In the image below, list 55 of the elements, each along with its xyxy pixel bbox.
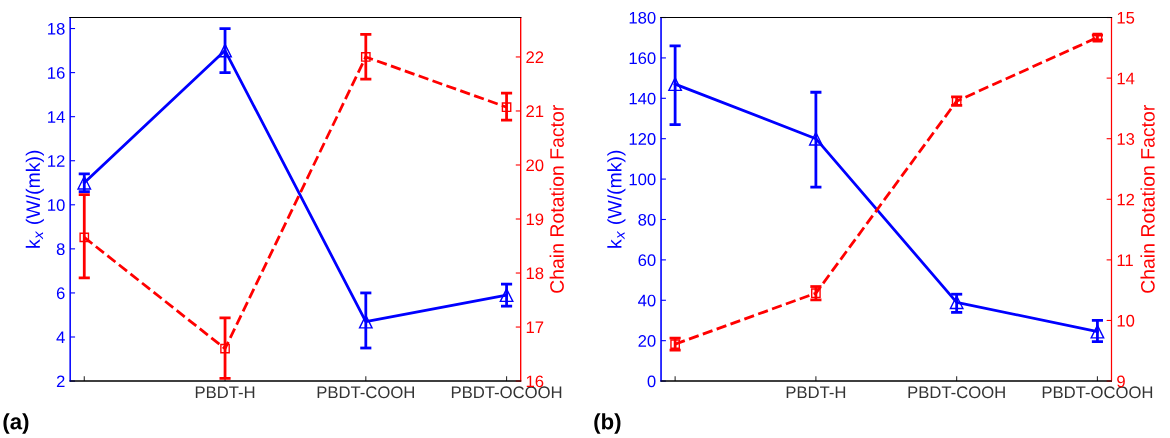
y2-tick-label: 17: [526, 321, 544, 334]
y-tick-label: 100: [629, 173, 656, 186]
y-tick-label: 16: [48, 67, 65, 79]
y-tick-label: 160: [629, 52, 656, 65]
y2-tick-label: 14: [1117, 72, 1135, 85]
point: [360, 52, 371, 62]
y2-tick-label: 21: [526, 105, 544, 118]
y-tick-label: 40: [638, 294, 656, 307]
y2-tick-label: 11: [1117, 254, 1133, 266]
point: [949, 295, 964, 310]
y-tick-label: 14: [48, 111, 65, 123]
y-tick-label: 140: [629, 92, 656, 105]
point: [220, 343, 230, 354]
text: (a): [3, 413, 29, 434]
x-tick-label: PBDT-COOH: [908, 386, 1005, 399]
point: [808, 131, 823, 146]
x-tick-label: PBDT-COOH: [317, 386, 414, 399]
y-tick-label: 4: [56, 331, 65, 344]
y-axis-title: k$_{x}$ (W/(mk)): [607, 150, 626, 248]
y2-tick-label: 20: [526, 159, 544, 172]
y2-tick-label: 12: [1117, 193, 1135, 206]
x-tick-label: PBDT-H: [786, 386, 846, 398]
y2-tick-label: 16: [526, 375, 544, 388]
y2-tick-label: 18: [526, 267, 544, 280]
point: [79, 232, 90, 243]
y-tick-label: 180: [629, 11, 656, 24]
y-tick-label: 20: [638, 335, 656, 347]
y2-tick-label: 13: [1117, 133, 1135, 145]
point: [501, 102, 512, 113]
y-tick-label: 60: [638, 254, 656, 267]
text: (b): [594, 413, 621, 434]
y2-axis-title: Chain Rotation Factor: [549, 105, 564, 293]
point: [358, 314, 373, 329]
y2-tick-label: 9: [1117, 375, 1125, 388]
y-tick-label: 2: [56, 375, 65, 388]
y-tick-label: 120: [629, 133, 656, 145]
point: [499, 288, 514, 303]
x-tick-label: PBDT-OCOOH: [451, 386, 562, 399]
y-tick-label: 6: [56, 287, 65, 300]
y-tick-label: 80: [638, 213, 656, 226]
y2-tick-label: 22: [526, 51, 544, 63]
point: [668, 77, 683, 92]
y-tick-label: 8: [56, 243, 65, 256]
y-tick-label: 12: [48, 155, 65, 167]
y2-tick-label: 10: [1117, 314, 1135, 327]
y2-tick-label: 15: [1117, 12, 1135, 24]
x-tick-label: PBDT-H: [195, 386, 255, 398]
y-axis-title: k$_{x}$ (W/(mk)): [25, 150, 44, 248]
point: [218, 43, 232, 58]
x-tick-label: PBDT-OCOOH: [1042, 386, 1153, 399]
y-tick-label: 18: [48, 22, 65, 35]
y-tick-label: 0: [647, 375, 656, 388]
y2-axis-title: Chain Rotation Factor: [1140, 105, 1155, 293]
y-tick-label: 10: [48, 199, 65, 211]
y2-tick-label: 19: [526, 213, 544, 226]
